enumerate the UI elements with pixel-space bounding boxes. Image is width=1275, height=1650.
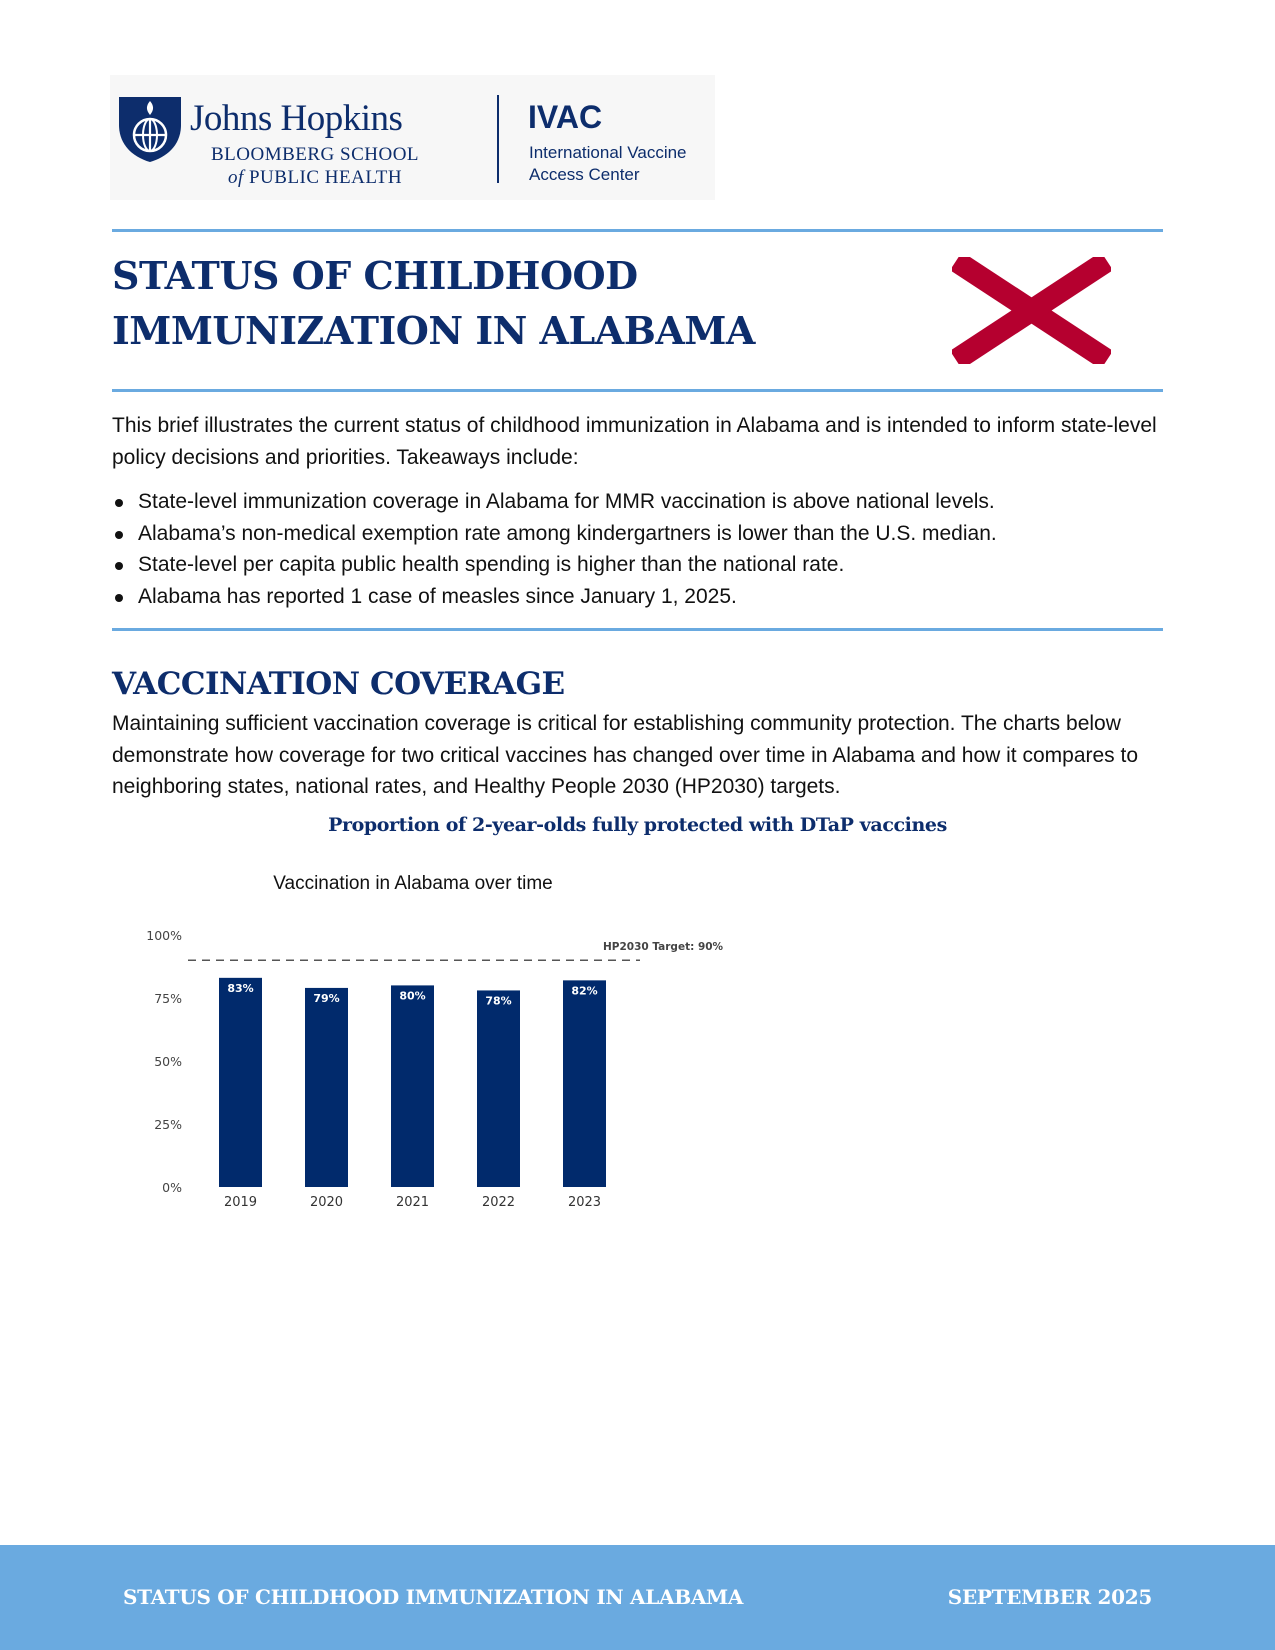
alabama-flag-icon — [952, 257, 1111, 364]
bar-2023 — [563, 980, 606, 1187]
jh-subtitle-2: of PUBLIC HEALTH — [190, 167, 440, 189]
ivac-name: IVAC — [528, 99, 603, 135]
bar-2020 — [305, 987, 348, 1187]
divider-intro — [112, 628, 1163, 631]
bar-value-label: 79% — [313, 992, 339, 1005]
jhu-shield-icon — [119, 97, 181, 162]
x-tick-label: 2023 — [568, 1195, 601, 1210]
jh-subtitle-rest: PUBLIC HEALTH — [243, 167, 403, 188]
jh-name: Johns Hopkins — [190, 98, 403, 139]
divider-top — [112, 229, 1163, 232]
y-tick-label: 0% — [162, 1180, 182, 1195]
bar-2021 — [391, 985, 434, 1187]
x-tick-label: 2019 — [224, 1195, 257, 1210]
bar-2022 — [477, 990, 520, 1187]
dtap-bar-chart: Vaccination in Alabama over time 0% 25% 50%… — [146, 873, 724, 1210]
bar-value-label: 82% — [571, 984, 597, 997]
section-heading: VACCINATION COVERAGE — [112, 666, 565, 702]
x-tick-label: 2021 — [396, 1195, 429, 1210]
logo-divider — [497, 95, 499, 183]
x-tick-label: 2022 — [482, 1195, 515, 1210]
bar-value-label: 80% — [399, 989, 425, 1002]
chart-title: Vaccination in Alabama over time — [273, 873, 553, 894]
page-title: STATUS OF CHILDHOOD IMMUNIZATION IN ALAB… — [112, 253, 755, 353]
jh-subtitle-of: of — [227, 167, 244, 188]
bar-value-label: 78% — [485, 994, 511, 1007]
footer-date: SEPTEMBER 2025 — [947, 1585, 1153, 1609]
divider-title — [112, 389, 1163, 392]
takeaways-list: State-level immunization coverage in Ala… — [112, 486, 1167, 612]
x-tick-label: 2020 — [310, 1195, 343, 1210]
y-tick-label: 100% — [146, 928, 182, 943]
footer: STATUS OF CHILDHOOD IMMUNIZATION IN ALAB… — [0, 1545, 1275, 1650]
takeaway-item: State-level immunization coverage in Ala… — [112, 486, 1167, 518]
takeaway-item: Alabama’s non-medical exemption rate amo… — [112, 518, 1167, 550]
jh-subtitle-1: BLOOMBERG SCHOOL — [210, 144, 420, 165]
y-tick-label: 25% — [154, 1117, 182, 1132]
y-tick-label: 50% — [154, 1054, 182, 1069]
bar-value-label: 83% — [227, 982, 253, 995]
logo-block: Johns Hopkins BLOOMBERG SCHOOL of PUBLIC… — [110, 75, 715, 200]
y-tick-label: 75% — [154, 991, 182, 1006]
takeaway-item: Alabama has reported 1 case of measles s… — [112, 581, 1167, 613]
takeaway-item: State-level per capita public health spe… — [112, 549, 1167, 581]
intro-text: This brief illustrates the current statu… — [112, 414, 1157, 469]
footer-title: STATUS OF CHILDHOOD IMMUNIZATION IN ALAB… — [123, 1585, 744, 1609]
bar-2019 — [219, 977, 262, 1187]
target-label: HP2030 Target: 90% — [603, 941, 724, 953]
ivac-subtitle-1: International Vaccine — [529, 143, 687, 162]
chart-heading: Proportion of 2-year-olds fully protecte… — [328, 814, 947, 836]
ivac-subtitle-2: Access Center — [529, 165, 640, 184]
section-body: Maintaining sufficient vaccination cover… — [112, 712, 1139, 798]
